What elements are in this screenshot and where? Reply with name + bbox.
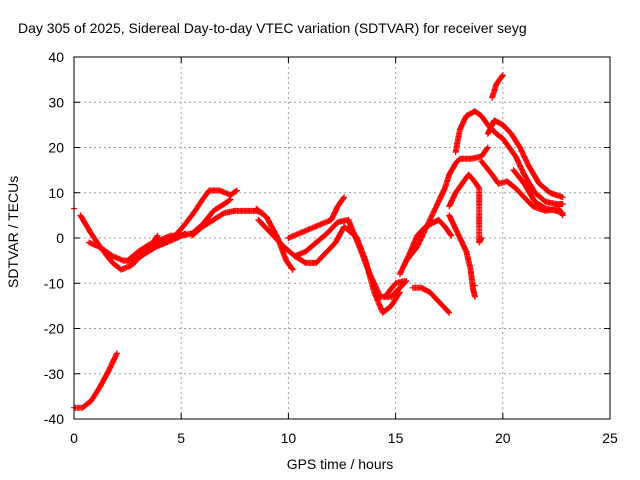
y-tick-label: -20 xyxy=(44,321,64,337)
series-track-20 xyxy=(489,72,506,101)
marker-trace xyxy=(452,108,566,208)
marker-trace xyxy=(285,194,348,241)
series-track-8 xyxy=(255,216,358,266)
series-track-11 xyxy=(345,223,403,316)
axis-ticks: 0 5 10 15 20 25 -40 -30 -20 -10 0 10 20 30 40 xyxy=(44,49,618,446)
marker-trace xyxy=(71,350,120,411)
data-point xyxy=(471,282,478,289)
series-track-15 xyxy=(409,284,453,316)
y-axis-label: SDTVAR / TECUs xyxy=(5,175,21,288)
x-tick-label: 5 xyxy=(177,430,185,446)
data-points xyxy=(71,72,566,411)
marker-trace xyxy=(146,187,240,251)
x-axis-label: GPS time / hours xyxy=(286,456,394,472)
series-track-19 xyxy=(484,117,566,201)
x-tick-label: 15 xyxy=(388,430,404,446)
series-track-6 xyxy=(188,207,266,239)
marker-trace xyxy=(446,171,485,246)
series-track-17 xyxy=(446,171,485,246)
y-tick-label: 10 xyxy=(48,185,64,201)
marker-trace xyxy=(345,223,403,316)
marker-trace xyxy=(489,72,506,101)
marker-trace xyxy=(484,117,566,201)
y-tick-label: -30 xyxy=(44,366,64,382)
x-tick-label: 20 xyxy=(495,430,511,446)
chart-title: Day 305 of 2025, Sidereal Day-to-day VTE… xyxy=(18,20,527,36)
marker-trace xyxy=(510,167,566,217)
y-tick-label: 20 xyxy=(48,140,64,156)
y-tick-label: -10 xyxy=(44,275,64,291)
x-tick-label: 25 xyxy=(602,430,618,446)
series-track-12 xyxy=(381,278,408,300)
x-tick-label: 0 xyxy=(70,430,78,446)
marker-trace xyxy=(188,207,266,239)
series-track-14 xyxy=(403,144,491,264)
marker-trace xyxy=(409,284,453,316)
series-track-5 xyxy=(146,187,240,251)
x-tick-label: 10 xyxy=(281,430,297,446)
series-track-16 xyxy=(446,212,478,300)
y-tick-label: 40 xyxy=(48,49,64,65)
series-track-1 xyxy=(71,350,120,411)
marker-trace xyxy=(255,216,358,266)
marker-trace xyxy=(381,278,408,300)
marker-trace xyxy=(403,144,491,264)
y-tick-label: 30 xyxy=(48,94,64,110)
y-tick-label: 0 xyxy=(56,230,64,246)
series-track-22 xyxy=(510,167,566,217)
series-track-18 xyxy=(452,108,566,208)
y-tick-label: -40 xyxy=(44,411,64,427)
series-track-9 xyxy=(285,194,348,241)
marker-trace xyxy=(446,212,478,300)
